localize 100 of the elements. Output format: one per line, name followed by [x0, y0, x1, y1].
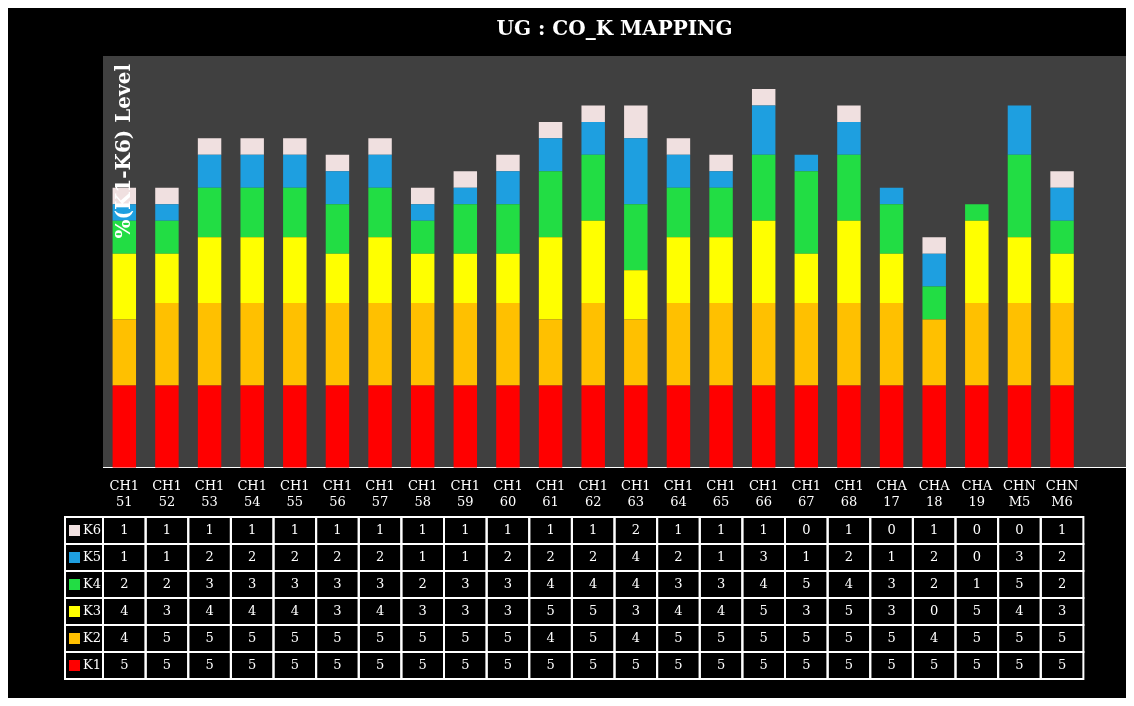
- data-label: 5: [759, 602, 768, 618]
- data-label: 4: [375, 602, 385, 618]
- legend-label: K2: [83, 629, 101, 645]
- data-label: 1: [503, 521, 513, 537]
- data-label: 1: [162, 521, 172, 537]
- data-label: 0: [1015, 521, 1024, 537]
- data-label: 1: [162, 548, 172, 564]
- data-label: 1: [120, 521, 129, 537]
- x-tick-label: CH164: [663, 477, 694, 509]
- data-label: 1: [844, 521, 854, 537]
- data-label: 2: [375, 548, 385, 564]
- data-label: 2: [248, 548, 257, 564]
- data-label: 2: [631, 521, 640, 537]
- data-label: 1: [290, 521, 299, 537]
- data-label: 4: [120, 629, 129, 645]
- data-label: 5: [375, 656, 385, 672]
- data-label: 2: [162, 575, 172, 591]
- data-label: 4: [844, 575, 854, 591]
- data-label: 2: [333, 548, 342, 564]
- data-label: 2: [120, 575, 129, 591]
- x-tick-label: CH157: [365, 477, 395, 509]
- data-label: 3: [1057, 602, 1067, 618]
- data-label: 5: [290, 629, 299, 645]
- data-label: 3: [887, 575, 896, 591]
- data-label: 3: [631, 602, 640, 618]
- data-label: 5: [589, 602, 598, 618]
- data-label: 5: [589, 656, 598, 672]
- data-label: 5: [972, 629, 981, 645]
- data-label: 4: [631, 548, 640, 564]
- x-tick-label: CH168: [834, 477, 864, 509]
- data-label: 3: [716, 575, 726, 591]
- data-label: 5: [1057, 656, 1067, 672]
- data-label: 5: [205, 656, 214, 672]
- data-label: 4: [248, 602, 257, 618]
- data-label: 5: [844, 629, 854, 645]
- data-label: 5: [1015, 656, 1024, 672]
- data-label: 5: [120, 656, 129, 672]
- x-tick-label: CH158: [407, 477, 438, 509]
- data-label: 4: [120, 602, 129, 618]
- x-tick-label: CH156: [322, 477, 353, 509]
- data-label: 5: [589, 629, 598, 645]
- data-label: 5: [162, 629, 172, 645]
- x-tick-label: CH159: [450, 477, 481, 509]
- data-label: 1: [418, 521, 427, 537]
- data-label: 2: [546, 548, 555, 564]
- data-label: 2: [589, 548, 598, 564]
- data-label: 5: [802, 629, 811, 645]
- x-tick-label: CHNM6: [1045, 477, 1079, 509]
- data-label: 5: [802, 656, 811, 672]
- data-label: 1: [972, 575, 981, 591]
- data-label: 5: [972, 656, 981, 672]
- x-tick-label: CH152: [152, 477, 182, 509]
- x-tick-label: CH162: [578, 477, 608, 509]
- data-label: 5: [1015, 575, 1024, 591]
- data-label: 5: [248, 656, 257, 672]
- data-label: 5: [248, 629, 257, 645]
- data-label: 5: [759, 629, 768, 645]
- x-tick-label: CH151: [109, 477, 140, 509]
- data-label: 3: [674, 575, 683, 591]
- data-label: 3: [418, 602, 427, 618]
- data-label: 3: [461, 602, 470, 618]
- data-label: 0: [972, 521, 981, 537]
- data-label: 5: [930, 656, 939, 672]
- data-label: 3: [375, 575, 385, 591]
- data-label: 0: [802, 521, 811, 537]
- data-label: 4: [930, 629, 939, 645]
- data-label: 3: [162, 602, 172, 618]
- data-label: 4: [546, 575, 555, 591]
- data-label: 2: [1057, 575, 1067, 591]
- x-tick-label: CHA18: [918, 477, 951, 509]
- legend-label: K5: [83, 548, 101, 564]
- data-label: 1: [120, 548, 129, 564]
- data-label: 3: [1015, 548, 1024, 564]
- data-label: 5: [1015, 629, 1024, 645]
- data-label: 5: [674, 629, 683, 645]
- data-label: 2: [418, 575, 427, 591]
- x-tick-label: CH167: [791, 477, 822, 509]
- data-label: 3: [503, 602, 513, 618]
- data-label: 4: [1015, 602, 1024, 618]
- data-label: 5: [418, 629, 427, 645]
- data-label: 2: [844, 548, 854, 564]
- data-label: 5: [887, 629, 896, 645]
- data-label: 5: [887, 656, 896, 672]
- legend-label: K1: [83, 656, 101, 672]
- data-label: 3: [802, 602, 811, 618]
- x-tick-label: CH165: [706, 477, 736, 509]
- data-label: 0: [930, 602, 939, 618]
- x-tick-label: CH166: [748, 477, 779, 509]
- data-label: 1: [589, 521, 598, 537]
- data-label: 4: [589, 575, 598, 591]
- legend-label: K3: [83, 602, 101, 618]
- data-label: 5: [972, 602, 981, 618]
- data-label: 1: [802, 548, 811, 564]
- data-label: 2: [503, 548, 513, 564]
- data-label: 5: [333, 656, 342, 672]
- data-label: 5: [205, 629, 214, 645]
- data-label: 5: [461, 656, 470, 672]
- data-label: 4: [631, 575, 640, 591]
- x-tick-label: CHA17: [876, 477, 908, 509]
- data-label: 5: [546, 656, 555, 672]
